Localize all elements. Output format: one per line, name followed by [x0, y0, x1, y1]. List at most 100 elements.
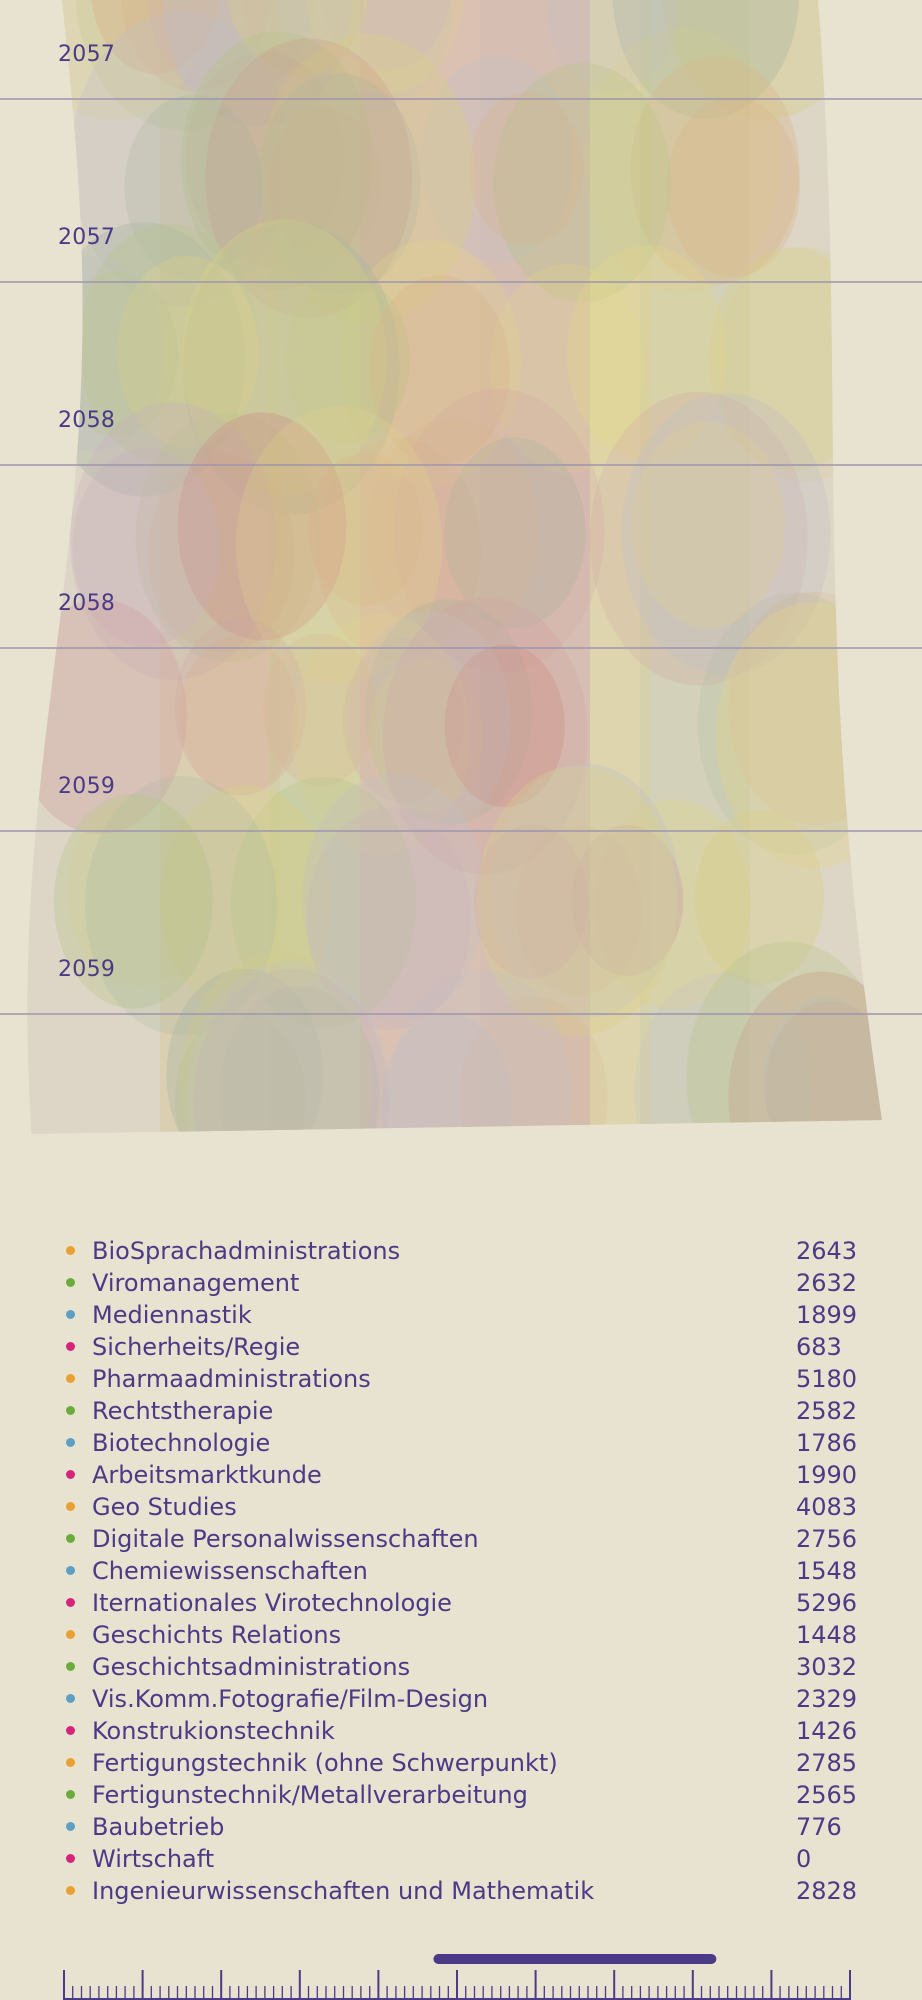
legend-row[interactable]: Vis.Komm.Fotografie/Film-Design 2329: [0, 1683, 922, 1715]
stream-bubble: [230, 776, 417, 1028]
legend-row[interactable]: Geschichtsadministrations 3032: [0, 1651, 922, 1683]
stream-bubble: [382, 597, 588, 875]
legend-row[interactable]: Pharmaadministrations 5180: [0, 1363, 922, 1395]
stream-bubble: [473, 824, 589, 980]
stream-bubble: [515, 824, 642, 996]
legend-row[interactable]: Mediennastik 1899: [0, 1299, 922, 1331]
legend-dot-icon: [66, 1726, 75, 1735]
legend-row[interactable]: Arbeitsmarktkunde 1990: [0, 1459, 922, 1491]
stream-bubble: [180, 951, 373, 1134]
year-tick-label: 2057: [58, 225, 116, 250]
legend-series-value: 2565: [796, 1781, 858, 1809]
stream-bubble: [163, 0, 352, 127]
legend-row[interactable]: Chemiewissenschaften 1548: [0, 1555, 922, 1587]
legend-row[interactable]: Sicherheits/Regie 683: [0, 1331, 922, 1363]
stream-bubble: [79, 223, 259, 466]
stream-bubble: [444, 437, 586, 628]
legend-dot-icon: [66, 1438, 75, 1447]
legend-series-name: Ingenieurwissenschaften und Mathematik: [92, 1877, 595, 1905]
stream-band-4: [590, 0, 650, 1134]
legend-series-name: Geschichts Relations: [92, 1621, 342, 1649]
stream-bubble: [490, 763, 679, 1019]
stream-bubble: [393, 388, 605, 673]
legend-series-name: Vis.Komm.Fotografie/Film-Design: [92, 1685, 489, 1713]
stream-envelope: [27, 0, 882, 1134]
legend-series-name: Baubetrieb: [92, 1813, 225, 1841]
stream-bubble: [263, 633, 377, 787]
legend-series-name: Rechtstherapie: [92, 1397, 274, 1425]
stream-bubble: [369, 275, 510, 466]
stream-bubble: [365, 599, 533, 825]
stream-bubble: [469, 91, 584, 246]
stream-bubble: [166, 968, 323, 1134]
stream-bubble: [175, 1011, 306, 1134]
legend-row[interactable]: Ingenieurwissenschaften und Mathematik 28…: [0, 1875, 922, 1907]
stream-bubble: [571, 824, 684, 976]
legend-dot-icon: [66, 1694, 75, 1703]
stream-bubble: [182, 221, 400, 515]
stream-bubble: [226, 0, 370, 78]
legend-dot-icon: [66, 1310, 75, 1319]
stream-bubble: [477, 766, 678, 1036]
legend-series-value: 1548: [796, 1557, 858, 1585]
legend-series-value: 2756: [796, 1525, 858, 1553]
timeline-scrubber[interactable]: [0, 1950, 922, 2000]
stream-bubble: [595, 799, 751, 1009]
stream-bubble: [70, 402, 276, 680]
stream-band-2: [360, 0, 480, 1134]
stream-bubble: [116, 255, 259, 449]
legend-series-name: Viromanagement: [92, 1269, 300, 1297]
stream-bubble: [666, 97, 800, 278]
stream-bubble: [634, 972, 812, 1134]
legend-row[interactable]: Rechtstherapie 2582: [0, 1395, 922, 1427]
legend-series-value: 5180: [796, 1365, 858, 1393]
stream-bubble: [339, 240, 522, 486]
stream-bubble: [420, 55, 574, 263]
legend-dot-icon: [66, 1886, 75, 1895]
stream-bubble: [70, 11, 290, 307]
legend-dot-icon: [66, 1630, 75, 1639]
legend-row[interactable]: Konstrukionstechnik 1426: [0, 1715, 922, 1747]
stream-bubble: [185, 961, 392, 1134]
stream-bubble: [236, 406, 443, 685]
stream-bubble: [319, 0, 453, 71]
year-tick-label: 2059: [58, 774, 116, 799]
stream-bubble: [348, 611, 511, 832]
stream-bubble: [177, 412, 347, 641]
stream-bubble: [147, 454, 296, 653]
legend-series-value: 2582: [796, 1397, 858, 1425]
legend-series-name: Fertigungstechnik (ohne Schwerpunkt): [92, 1749, 558, 1777]
stream-bubble: [256, 73, 421, 295]
stream-chart: 2057 2057 2058 2058 2059 2059: [0, 0, 922, 1134]
legend-row[interactable]: Wirtschaft 0: [0, 1843, 922, 1875]
legend-row[interactable]: Fertigungstechnik (ohne Schwerpunkt) 2785: [0, 1747, 922, 1779]
legend-series-value: 1786: [796, 1429, 858, 1457]
year-tick-label: 2058: [58, 591, 116, 616]
legend-row[interactable]: BioSprachadministrations 2643: [0, 1235, 922, 1267]
year-tick-label: 2059: [58, 957, 116, 982]
stream-band-3: [480, 0, 590, 1134]
legend-row[interactable]: Geo Studies 4083: [0, 1491, 922, 1523]
stream-bubble: [219, 986, 380, 1134]
legend-row[interactable]: Viromanagement 2632: [0, 1267, 922, 1299]
stream-bubble: [316, 437, 482, 662]
legend-row[interactable]: Fertigunstechnik/Metallverarbeitung 2565: [0, 1779, 922, 1811]
legend-series-name: Wirtschaft: [92, 1845, 215, 1873]
stream-svg: [0, 0, 922, 1134]
legend-row[interactable]: Biotechnologie 1786: [0, 1427, 922, 1459]
stream-bubble: [305, 0, 465, 94]
legend-series-name: Fertigunstechnik/Metallverarbeitung: [92, 1781, 528, 1809]
legend-series-value: 3032: [796, 1653, 858, 1681]
stream-bubble: [146, 0, 317, 101]
stream-bubble: [41, 222, 246, 497]
stream-bubble: [72, 447, 220, 647]
legend-row[interactable]: Iternationales Virotechnologie 5296: [0, 1587, 922, 1619]
legend-row[interactable]: Digitale Personalwissenschaften 2756: [0, 1523, 922, 1555]
stream-band-1: [270, 0, 360, 1134]
legend-series-value: 2329: [796, 1685, 858, 1713]
stream-bubble: [179, 635, 298, 795]
timeline-selection-handle[interactable]: [433, 1954, 717, 1964]
stream-bubble: [185, 51, 344, 266]
legend-row[interactable]: Baubetrieb 776: [0, 1811, 922, 1843]
legend-row[interactable]: Geschichts Relations 1448: [0, 1619, 922, 1651]
